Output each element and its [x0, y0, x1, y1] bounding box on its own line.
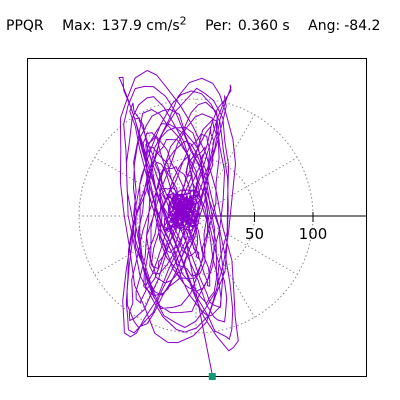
- period-label: Per:: [205, 17, 232, 34]
- max-value: 137.9 cm/s: [101, 17, 180, 34]
- grid-spoke: [94, 157, 197, 217]
- angle-label: Ang:: [308, 17, 341, 34]
- station-code: PPQR: [6, 17, 44, 34]
- radial-tick-label: 100: [299, 225, 328, 243]
- angle-readout: Ang: -84.2: [308, 18, 380, 34]
- radial-tick-label: 50: [245, 225, 264, 243]
- max-readout: Max: 137.9 cm/s2: [62, 14, 187, 34]
- angle-value: -84.2: [344, 17, 381, 34]
- particle-motion-trace: [118, 69, 239, 376]
- grid-spoke: [137, 114, 197, 217]
- grid-spoke: [195, 215, 255, 318]
- period-readout: Per: 0.360 s: [205, 18, 290, 34]
- max-exponent: 2: [179, 14, 187, 27]
- radial-ticks: 50 100: [245, 212, 327, 243]
- grid-spoke: [195, 114, 255, 217]
- max-label: Max:: [62, 17, 96, 34]
- grid-spoke: [137, 215, 197, 318]
- plot-frame: [27, 58, 367, 377]
- grid-spoke: [195, 215, 298, 275]
- grid-spoke: [94, 215, 197, 275]
- chart-header: PPQR Max: 137.9 cm/s2 Per: 0.360 s Ang: -84…: [6, 14, 394, 34]
- end-marker: [208, 373, 216, 381]
- grid-spoke: [195, 157, 298, 217]
- period-value: 0.360 s: [237, 17, 290, 34]
